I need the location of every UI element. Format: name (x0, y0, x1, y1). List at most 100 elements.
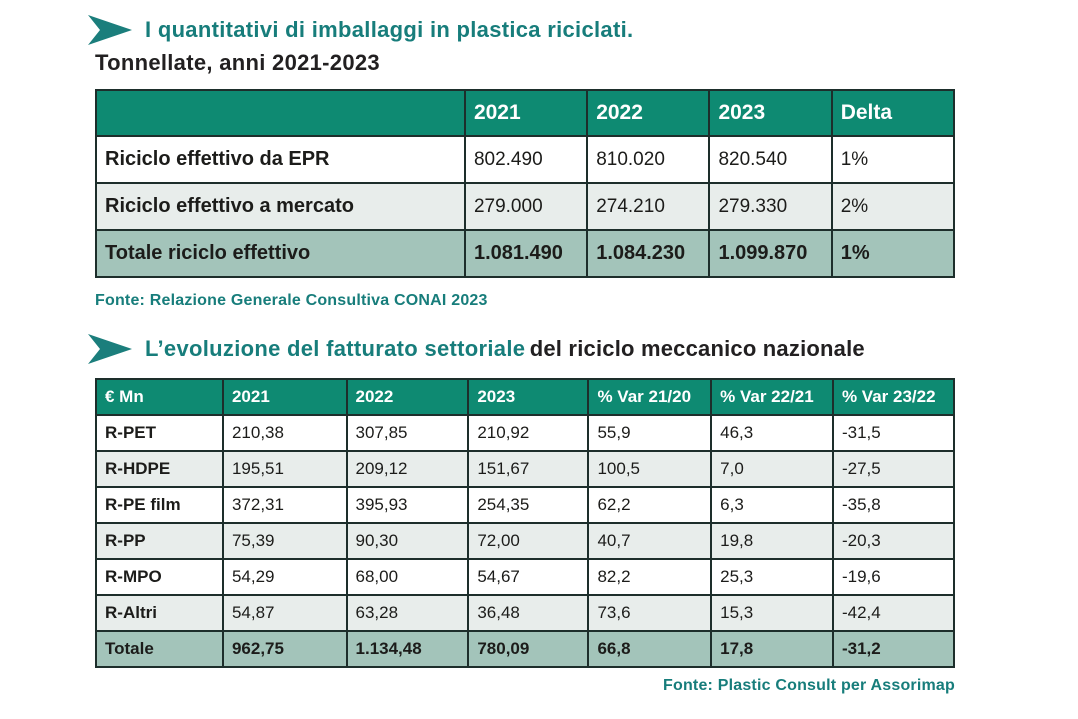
cell-value: 210,38 (221, 414, 348, 452)
cell-value: 2% (830, 182, 956, 231)
row-label: R-PE film (95, 486, 224, 524)
cell-value: 54,29 (221, 558, 348, 596)
arrow-bullet-icon (88, 15, 132, 45)
cell-value: 372,31 (221, 486, 348, 524)
column-header: Delta (830, 89, 956, 137)
cell-value: 1.134,48 (345, 630, 470, 668)
cell-value: 1% (830, 229, 956, 278)
table-row: R-PE film 372,31 395,93 254,35 62,2 6,3 -35,8 (95, 486, 956, 524)
table-row: R-Altri 54,87 63,28 36,48 73,6 15,3 -42,4 (95, 594, 956, 632)
column-header: 2022 (586, 89, 711, 137)
cell-value: 1.081.490 (463, 229, 589, 278)
section2-source: Fonte: Plastic Consult per Assorimap (663, 677, 955, 694)
cell-value: 19,8 (710, 522, 834, 560)
section2-title: L’evoluzione del fatturato settoriale de… (88, 334, 955, 364)
cell-value: 151,67 (467, 450, 590, 488)
cell-value: 780,09 (467, 630, 590, 668)
cell-value: -31,5 (831, 414, 956, 452)
cell-value: 279.330 (708, 182, 833, 231)
cell-value: 55,9 (587, 414, 713, 452)
table-row: R-MPO 54,29 68,00 54,67 82,2 25,3 -19,6 (95, 558, 956, 596)
cell-value: 36,48 (467, 594, 590, 632)
section1-title: I quantitativi di imballaggi in plastica… (88, 15, 955, 45)
cell-value: 63,28 (345, 594, 470, 632)
table-row: R-PET 210,38 307,85 210,92 55,9 46,3 -31,5 (95, 414, 956, 452)
cell-value: -27,5 (831, 450, 956, 488)
cell-value: 802.490 (463, 135, 589, 184)
cell-value: 210,92 (467, 414, 590, 452)
cell-value: 68,00 (345, 558, 470, 596)
row-label: R-PP (95, 522, 224, 560)
cell-value: 46,3 (710, 414, 834, 452)
cell-value: 810.020 (586, 135, 711, 184)
cell-value: 209,12 (345, 450, 470, 488)
table-body: Riciclo effettivo da EPR 802.490 810.020 82… (95, 135, 956, 278)
row-label: R-MPO (95, 558, 224, 596)
column-header: % Var 23/22 (831, 378, 956, 416)
cell-value: 15,3 (710, 594, 834, 632)
column-header: 2022 (345, 378, 470, 416)
table-row: Riciclo effettivo da EPR 802.490 810.020 82… (95, 135, 956, 184)
cell-value: 25,3 (710, 558, 834, 596)
cell-value: 962,75 (221, 630, 348, 668)
table-row: Totale 962,75 1.134,48 780,09 66,8 17,8 -31,2 (95, 630, 956, 668)
arrow-bullet-icon (88, 334, 132, 364)
header-row: € Mn 2021 2022 2023% Var 21/20% Var 22/21% … (95, 378, 956, 416)
column-header: 2023 (708, 89, 833, 137)
cell-value: 1% (830, 135, 956, 184)
row-label: R-PET (95, 414, 224, 452)
cell-value: 40,7 (587, 522, 713, 560)
cell-value: 54,67 (467, 558, 590, 596)
cell-value: 90,30 (345, 522, 470, 560)
cell-value: 17,8 (710, 630, 834, 668)
cell-value: 82,2 (587, 558, 713, 596)
recycled-packaging-table: 2021 2022 2023 Delta Riciclo effettivo da E… (95, 89, 956, 278)
table-row: Riciclo effettivo a mercato 279.000 274.21… (95, 182, 956, 231)
section1-source: Fonte: Relazione Generale Consultiva CON… (95, 292, 488, 309)
header-row: 2021 2022 2023 Delta (95, 89, 956, 137)
row-label: R-HDPE (95, 450, 224, 488)
cell-value: 66,8 (587, 630, 713, 668)
cell-value: -42,4 (831, 594, 956, 632)
cell-value: -35,8 (831, 486, 956, 524)
cell-value: 75,39 (221, 522, 348, 560)
column-header: 2021 (221, 378, 348, 416)
cell-value: 100,5 (587, 450, 713, 488)
cell-value: 279.000 (463, 182, 589, 231)
sector-turnover-table: € Mn 2021 2022 2023% Var 21/20% Var 22/21% … (95, 378, 956, 668)
cell-value: 395,93 (345, 486, 470, 524)
column-header: 2023 (467, 378, 590, 416)
column-header: % Var 21/20 (587, 378, 713, 416)
table-row: Totale riciclo effettivo 1.081.490 1.084.2… (95, 229, 956, 278)
cell-value: 73,6 (587, 594, 713, 632)
row-label: Totale (95, 630, 224, 668)
section1-heading: I quantitativi di imballaggi in plastica… (145, 17, 634, 42)
table-row: R-PP 75,39 90,30 72,00 40,7 19,8 -20,3 (95, 522, 956, 560)
column-header: € Mn (95, 378, 224, 416)
cell-value: 254,35 (467, 486, 590, 524)
row-label: R-Altri (95, 594, 224, 632)
cell-value: 72,00 (467, 522, 590, 560)
column-header: 2021 (463, 89, 589, 137)
cell-value: 195,51 (221, 450, 348, 488)
section2-heading-accent: L’evoluzione del fatturato settoriale (145, 336, 526, 361)
column-header: % Var 22/21 (710, 378, 834, 416)
cell-value: 6,3 (710, 486, 834, 524)
cell-value: -20,3 (831, 522, 956, 560)
table-head: € Mn 2021 2022 2023% Var 21/20% Var 22/21% … (95, 378, 956, 416)
cell-value: 1.084.230 (586, 229, 711, 278)
column-header (95, 89, 466, 137)
cell-value: 1.099.870 (708, 229, 833, 278)
cell-value: 62,2 (587, 486, 713, 524)
section2-heading-rest: del riciclo meccanico nazionale (529, 336, 865, 361)
table-row: R-HDPE 195,51 209,12 151,67 100,5 7,0 -27,5 (95, 450, 956, 488)
table-body: R-PET 210,38 307,85 210,92 55,9 46,3 -31,5 R-HD… (95, 414, 956, 668)
cell-value: -31,2 (831, 630, 956, 668)
cell-value: 307,85 (345, 414, 470, 452)
table-head: 2021 2022 2023 Delta (95, 89, 956, 137)
row-label: Totale riciclo effettivo (95, 229, 466, 278)
cell-value: -19,6 (831, 558, 956, 596)
row-label: Riciclo effettivo a mercato (95, 182, 466, 231)
section1-subtitle: Tonnellate, anni 2021-2023 (95, 50, 380, 75)
